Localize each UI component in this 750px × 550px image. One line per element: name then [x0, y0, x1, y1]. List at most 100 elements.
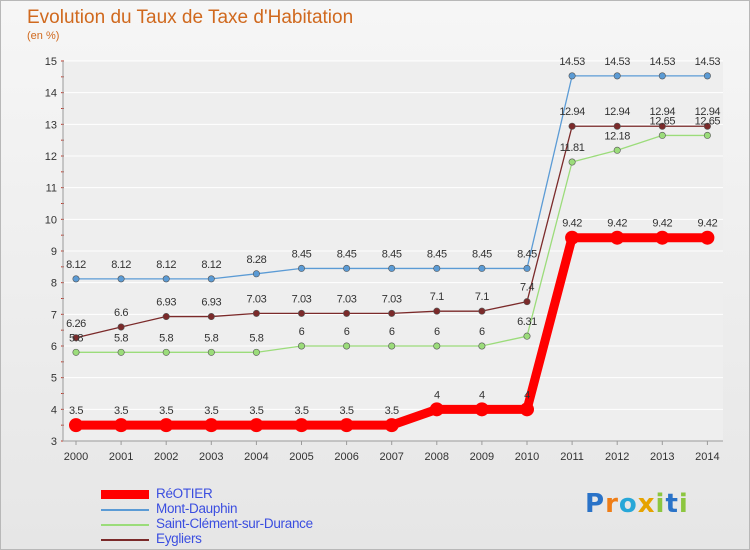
data-label: 14.53	[559, 56, 585, 68]
data-label: 4	[479, 389, 485, 401]
data-point	[117, 323, 125, 331]
data-label: 6	[344, 326, 350, 338]
data-label: 9.42	[697, 218, 717, 230]
x-tick-label: 2002	[154, 451, 178, 463]
data-point	[207, 348, 215, 356]
data-label: 12.65	[650, 115, 676, 127]
data-point	[568, 72, 576, 80]
data-label: 12.94	[695, 106, 721, 118]
data-point	[478, 342, 486, 350]
data-label: 4	[524, 389, 530, 401]
data-point	[433, 342, 441, 350]
data-label: 8.12	[111, 259, 131, 271]
legend-label: Mont-Dauphin	[156, 501, 238, 516]
data-point	[523, 332, 531, 340]
data-point	[478, 264, 486, 272]
y-tick-label: 7	[51, 309, 57, 321]
data-point	[252, 309, 260, 317]
data-point	[520, 402, 534, 417]
data-point	[117, 275, 125, 283]
data-point	[658, 122, 666, 130]
x-tick-label: 2010	[515, 451, 539, 463]
x-tick-label: 2013	[650, 451, 674, 463]
y-tick-label: 9	[51, 246, 57, 258]
data-point	[523, 264, 531, 272]
data-point	[613, 72, 621, 80]
data-label: 6	[299, 326, 305, 338]
data-label: 9.42	[607, 218, 627, 230]
data-label: 14.53	[695, 56, 721, 68]
data-point	[339, 418, 354, 433]
data-label: 9.42	[652, 218, 672, 230]
y-tick-label: 6	[51, 341, 57, 353]
data-label: 5.8	[159, 332, 173, 344]
data-point	[249, 418, 264, 433]
y-tick-label: 4	[51, 404, 57, 416]
data-label: 6.31	[517, 316, 537, 328]
data-point	[162, 348, 170, 356]
data-label: 8.12	[156, 259, 176, 271]
data-label: 14.53	[650, 56, 676, 68]
data-point	[610, 230, 625, 245]
data-point	[72, 334, 80, 342]
data-label: 4	[434, 389, 440, 401]
data-point	[204, 418, 219, 433]
unit-label: (en %)	[27, 30, 60, 42]
data-label: 7.03	[292, 293, 312, 305]
data-point	[343, 264, 351, 272]
data-point	[252, 270, 260, 278]
data-label: 7.03	[246, 293, 266, 305]
data-point	[388, 264, 396, 272]
data-point	[703, 131, 711, 139]
data-label: 5.8	[204, 332, 218, 344]
x-tick-label: 2005	[289, 451, 313, 463]
data-point	[523, 298, 531, 306]
data-label: 8.45	[517, 248, 537, 260]
data-label: 6.26	[66, 318, 86, 330]
data-point	[297, 309, 305, 317]
data-label: 8.12	[66, 259, 86, 271]
chart-title: Evolution du Taux de Taxe d'Habitation	[27, 7, 354, 28]
data-label: 11.81	[560, 142, 585, 154]
legend-label: RéOTIER	[156, 486, 213, 501]
y-tick-label: 15	[45, 56, 57, 68]
x-tick-label: 2007	[379, 451, 403, 463]
data-point	[207, 313, 215, 321]
data-point	[568, 122, 576, 130]
data-point	[117, 348, 125, 356]
data-label: 3.5	[340, 405, 354, 417]
data-point	[343, 309, 351, 317]
data-point	[658, 131, 666, 139]
data-point	[568, 158, 576, 166]
data-label: 8.45	[427, 248, 447, 260]
y-tick-label: 12	[45, 151, 57, 163]
x-tick-label: 2009	[470, 451, 494, 463]
legend-swatch	[101, 539, 149, 541]
data-point	[297, 342, 305, 350]
x-tick-label: 2006	[334, 451, 358, 463]
x-tick-label: 2008	[425, 451, 449, 463]
x-tick-label: 2000	[64, 451, 88, 463]
data-label: 5.8	[114, 332, 128, 344]
data-label: 3.5	[385, 405, 399, 417]
data-point	[69, 418, 83, 433]
proxiti-logo: Proxiti	[585, 489, 689, 519]
data-point	[613, 146, 621, 154]
data-point	[343, 342, 351, 350]
data-label: 6	[389, 326, 395, 338]
x-tick-label: 2014	[695, 451, 719, 463]
data-point	[297, 264, 305, 272]
data-label: 8.45	[292, 248, 312, 260]
data-label: 12.94	[650, 106, 676, 118]
data-label: 6.93	[201, 297, 221, 309]
x-tick-label: 2011	[560, 451, 584, 463]
data-label: 8.28	[246, 254, 266, 266]
data-point	[207, 275, 215, 283]
legend-swatch	[101, 509, 149, 511]
y-tick-label: 5	[51, 373, 57, 385]
data-point	[700, 230, 715, 245]
x-tick-label: 2004	[244, 451, 268, 463]
data-point	[565, 230, 580, 245]
legend-label: Saint-Clément-sur-Durance	[156, 516, 313, 531]
